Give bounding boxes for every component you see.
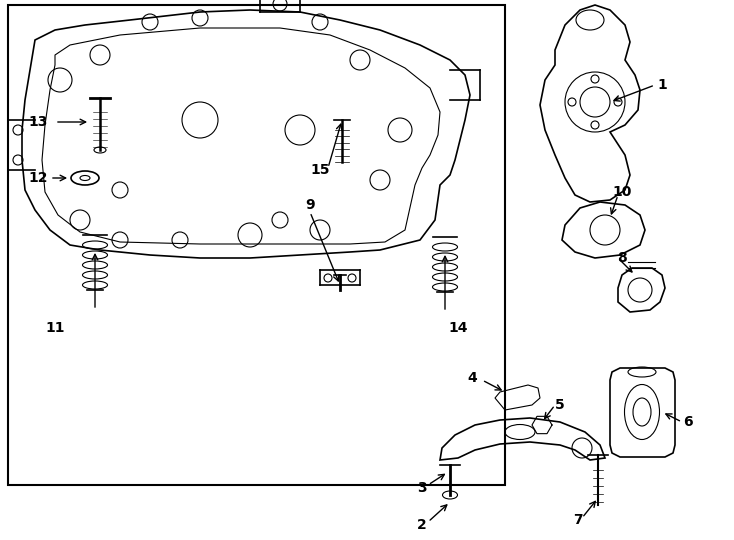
Bar bbox=[8, 5, 505, 485]
Text: 5: 5 bbox=[555, 398, 565, 412]
Text: 10: 10 bbox=[612, 185, 632, 199]
Text: 12: 12 bbox=[28, 171, 48, 185]
Text: 3: 3 bbox=[417, 481, 426, 495]
Text: 2: 2 bbox=[417, 518, 427, 532]
Text: 1: 1 bbox=[657, 78, 667, 92]
Text: 8: 8 bbox=[617, 251, 627, 265]
Text: 4: 4 bbox=[467, 371, 477, 385]
Text: 7: 7 bbox=[573, 513, 583, 527]
Text: 14: 14 bbox=[448, 321, 468, 335]
Text: 9: 9 bbox=[305, 198, 315, 212]
Text: 11: 11 bbox=[46, 321, 65, 335]
Text: 6: 6 bbox=[683, 415, 693, 429]
Text: 15: 15 bbox=[310, 163, 330, 177]
Text: 13: 13 bbox=[29, 115, 48, 129]
